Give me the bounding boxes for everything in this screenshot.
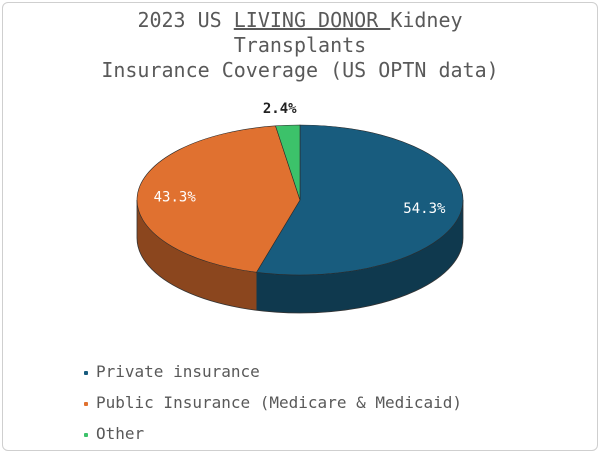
legend-label: Private insurance (96, 361, 260, 381)
chart-title: 2023 US LIVING DONOR Kidney Transplants … (0, 8, 600, 83)
legend-label: Public Insurance (Medicare & Medicaid) (96, 392, 463, 412)
data-label-private-insurance: 54.3% (403, 201, 446, 217)
legend-marker (84, 370, 88, 375)
data-label-public-insurance-medicare-medicaid: 43.3% (154, 190, 197, 206)
pie-data-labels: 54.3% 43.3% 2.4% (154, 101, 446, 217)
legend-item-other: Other (84, 418, 462, 449)
pie-outline (136, 200, 464, 314)
legend-marker (84, 401, 88, 406)
pie-slice-other (275, 124, 301, 201)
data-label-other: 2.4% (263, 101, 297, 117)
title-suffix: Kidney (390, 8, 463, 32)
pie-slice-private-insurance (256, 124, 464, 276)
legend-marker (84, 432, 88, 437)
title-underlined: LIVING DONOR (233, 8, 391, 32)
legend-label: Other (96, 423, 145, 443)
chart-title-line-2: Transplants (233, 33, 367, 57)
legend: Private insurance Public Insurance (Medic… (84, 356, 462, 449)
pie-slice-public-insurance-medicare-medicaid (136, 125, 301, 273)
chart-title-line-3: Insurance Coverage (US OPTN data) (101, 58, 499, 82)
title-prefix: 2023 US (137, 8, 234, 32)
chart-title-line-1: 2023 US LIVING DONOR Kidney (0, 8, 600, 33)
legend-item-public-insurance-medicare-medicaid: Public Insurance (Medicare & Medicaid) (84, 387, 462, 418)
pie-side-private-insurance (256, 200, 463, 313)
pie-top (136, 124, 464, 276)
legend-item-private-insurance: Private insurance (84, 356, 462, 387)
pie-sides (137, 200, 463, 313)
pie-side-public-insurance-medicare-medicaid (137, 200, 257, 311)
